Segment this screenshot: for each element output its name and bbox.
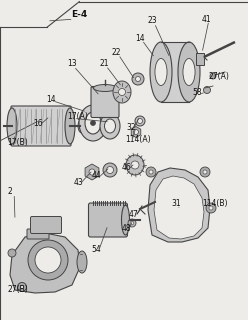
Text: 43: 43 bbox=[73, 178, 83, 187]
Circle shape bbox=[8, 249, 16, 257]
Circle shape bbox=[35, 247, 61, 273]
Text: 27(B): 27(B) bbox=[7, 285, 28, 294]
Circle shape bbox=[18, 283, 27, 292]
Text: 41: 41 bbox=[202, 15, 212, 24]
Ellipse shape bbox=[155, 59, 167, 85]
Circle shape bbox=[149, 170, 153, 174]
Text: 17(B): 17(B) bbox=[7, 138, 28, 147]
Circle shape bbox=[137, 118, 143, 124]
Text: 48: 48 bbox=[122, 224, 131, 233]
Text: 114(B): 114(B) bbox=[202, 199, 228, 208]
Circle shape bbox=[200, 167, 210, 177]
Text: 2: 2 bbox=[7, 188, 12, 196]
Circle shape bbox=[106, 166, 114, 173]
Text: 13: 13 bbox=[67, 60, 77, 68]
Text: 21: 21 bbox=[99, 60, 109, 68]
Ellipse shape bbox=[65, 108, 75, 144]
Circle shape bbox=[28, 240, 68, 280]
Text: 22: 22 bbox=[112, 48, 121, 57]
Ellipse shape bbox=[93, 84, 117, 92]
Circle shape bbox=[130, 221, 134, 225]
Text: 114(A): 114(A) bbox=[125, 135, 151, 144]
Text: 58: 58 bbox=[192, 88, 202, 97]
Circle shape bbox=[119, 89, 125, 95]
Ellipse shape bbox=[100, 113, 120, 139]
Ellipse shape bbox=[150, 42, 172, 102]
Text: 44: 44 bbox=[92, 172, 101, 180]
Polygon shape bbox=[161, 42, 189, 102]
Ellipse shape bbox=[79, 105, 107, 141]
Circle shape bbox=[132, 73, 144, 85]
Circle shape bbox=[206, 203, 216, 213]
Circle shape bbox=[210, 73, 216, 79]
Circle shape bbox=[20, 285, 24, 289]
Polygon shape bbox=[154, 176, 204, 239]
Ellipse shape bbox=[122, 205, 129, 235]
Circle shape bbox=[135, 76, 141, 82]
Text: 14: 14 bbox=[46, 95, 56, 104]
FancyBboxPatch shape bbox=[91, 86, 119, 117]
Ellipse shape bbox=[126, 155, 144, 175]
Text: E-4: E-4 bbox=[71, 10, 87, 19]
Polygon shape bbox=[148, 168, 210, 242]
Text: 27(A): 27(A) bbox=[208, 72, 229, 81]
Circle shape bbox=[103, 163, 117, 177]
Ellipse shape bbox=[183, 59, 195, 85]
Circle shape bbox=[133, 130, 138, 134]
Text: 16: 16 bbox=[33, 119, 43, 128]
Ellipse shape bbox=[178, 42, 200, 102]
Text: 46: 46 bbox=[122, 164, 131, 172]
FancyBboxPatch shape bbox=[27, 229, 49, 239]
Circle shape bbox=[89, 169, 95, 175]
Polygon shape bbox=[10, 233, 80, 293]
Circle shape bbox=[128, 219, 136, 227]
Text: 17(A): 17(A) bbox=[67, 112, 88, 121]
Text: 23: 23 bbox=[148, 16, 157, 25]
Ellipse shape bbox=[78, 119, 86, 133]
Text: 47: 47 bbox=[129, 210, 139, 219]
Text: 14: 14 bbox=[135, 34, 145, 43]
Ellipse shape bbox=[7, 108, 17, 144]
FancyBboxPatch shape bbox=[31, 217, 62, 234]
Text: 32: 32 bbox=[126, 124, 136, 132]
Circle shape bbox=[204, 86, 211, 93]
Circle shape bbox=[146, 167, 156, 177]
Text: 31: 31 bbox=[171, 199, 181, 208]
Circle shape bbox=[203, 170, 207, 174]
Circle shape bbox=[209, 206, 213, 210]
Circle shape bbox=[131, 161, 139, 169]
FancyBboxPatch shape bbox=[11, 106, 71, 146]
Ellipse shape bbox=[85, 112, 101, 134]
Text: 54: 54 bbox=[92, 245, 101, 254]
Circle shape bbox=[91, 121, 95, 125]
Ellipse shape bbox=[104, 119, 116, 133]
Circle shape bbox=[135, 116, 145, 126]
FancyBboxPatch shape bbox=[196, 53, 204, 65]
FancyBboxPatch shape bbox=[89, 203, 127, 237]
Ellipse shape bbox=[113, 81, 131, 103]
Ellipse shape bbox=[77, 251, 87, 273]
